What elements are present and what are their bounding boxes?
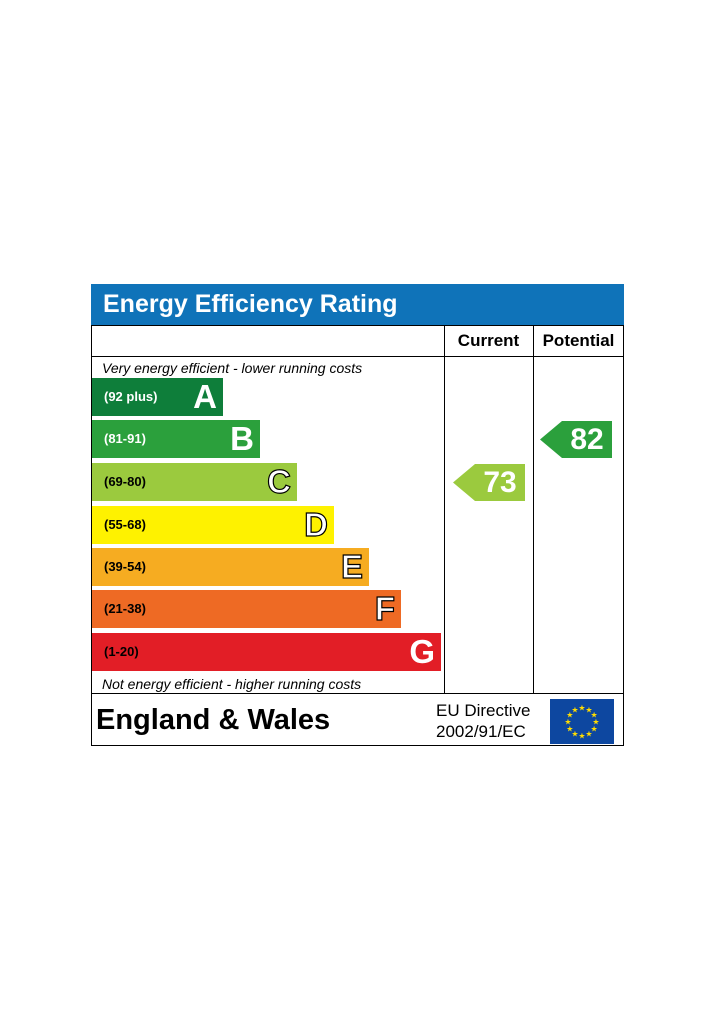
band-d: (55-68) D (92, 505, 334, 544)
region-label: England & Wales (96, 704, 331, 736)
current-rating-value: 73 (483, 466, 517, 499)
band-range-label: (81-91) (104, 431, 146, 446)
divider-current (444, 326, 445, 693)
potential-arrow-shape (540, 421, 612, 458)
chart-frame: Current Potential Very energy efficient … (91, 325, 624, 746)
eu-star-icon: ★ (591, 711, 598, 720)
eu-star-icon: ★ (592, 718, 599, 727)
eu-star-icon: ★ (585, 705, 592, 714)
potential-rating-arrow: 82 (540, 421, 612, 458)
epc-chart: Energy Efficiency Rating Current Potenti… (91, 284, 624, 746)
eu-star-icon: ★ (564, 718, 571, 727)
current-rating-arrow: 73 (453, 464, 525, 501)
top-caption: Very energy efficient - lower running co… (102, 360, 363, 376)
band-letter: C (267, 462, 292, 500)
band-range-label: (39-54) (104, 559, 146, 574)
footer-divider (92, 693, 623, 694)
eu-star-icon: ★ (578, 704, 585, 713)
eu-flag-icon: ★ ★ ★ ★ ★ ★ ★ ★ ★ ★ ★ ★ (550, 699, 614, 744)
current-arrow-shape (453, 464, 525, 501)
band-letter: E (340, 547, 363, 585)
eu-star-icon: ★ (571, 705, 578, 714)
band-c: (69-80) C (92, 462, 297, 501)
band-range-label: (55-68) (104, 517, 146, 532)
eu-directive: EU Directive 2002/91/EC (436, 700, 538, 742)
bottom-caption: Not energy efficient - higher running co… (102, 676, 362, 692)
eu-star-icon: ★ (566, 711, 573, 720)
eu-star-icon: ★ (591, 725, 598, 734)
band-f: (21-38) F (92, 589, 401, 628)
divider-potential (533, 326, 534, 693)
eu-directive-line2: 2002/91/EC (436, 722, 526, 741)
chart-title: Energy Efficiency Rating (91, 284, 624, 325)
eu-directive-line1: EU Directive (436, 701, 531, 720)
band-range-label: (92 plus) (104, 389, 158, 404)
potential-rating-value: 82 (570, 423, 604, 456)
eu-star-icon: ★ (566, 725, 573, 734)
band-a: (92 plus) A (92, 378, 223, 416)
column-header-current: Current (457, 331, 520, 350)
band-b: (81-91) B (92, 420, 260, 458)
band-range-label: (1-20) (104, 644, 139, 659)
eu-star-icon: ★ (578, 732, 585, 741)
eu-star-icon: ★ (571, 730, 578, 739)
band-range-label: (69-80) (104, 474, 146, 489)
band-letter: G (409, 633, 435, 670)
band-letter: B (230, 420, 254, 457)
band-letter: F (374, 589, 395, 627)
eu-star-icon: ★ (585, 730, 592, 739)
band-letter: A (193, 378, 217, 415)
band-letter: D (304, 505, 329, 543)
band-g: (1-20) G (92, 633, 441, 671)
header-divider (92, 356, 623, 357)
band-range-label: (21-38) (104, 601, 146, 616)
column-header-potential: Potential (542, 331, 615, 350)
band-e: (39-54) E (92, 547, 369, 586)
